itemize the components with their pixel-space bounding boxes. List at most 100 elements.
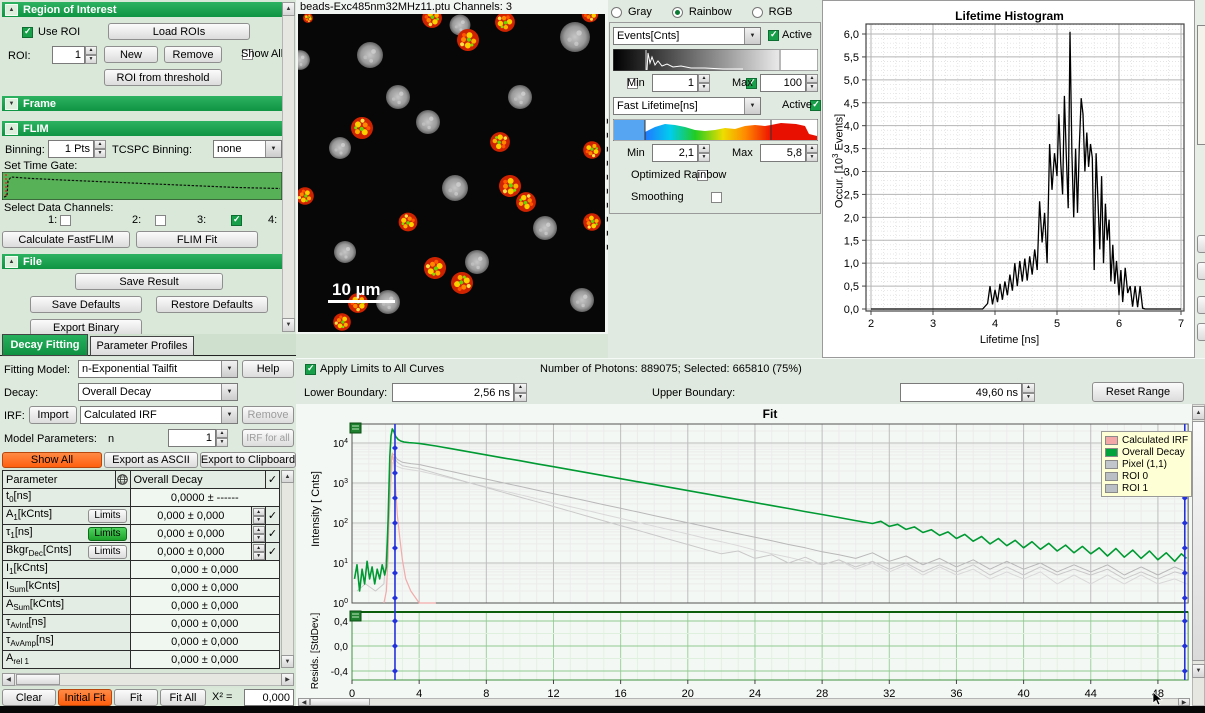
n-spinner[interactable]: ▲▼: [216, 429, 228, 447]
legend-item[interactable]: Overall Decay: [1105, 446, 1188, 458]
export-clipboard-button[interactable]: Export to Clipboard: [200, 452, 296, 468]
limits-button[interactable]: Limits: [88, 527, 126, 541]
file-section-header[interactable]: ▲ File: [2, 254, 282, 269]
fitting-model-dropdown[interactable]: n-Exponential Tailfit▼: [78, 360, 238, 378]
legend-item[interactable]: Calculated IRF: [1105, 434, 1188, 446]
limits-button[interactable]: Limits: [88, 509, 126, 523]
roi-remove-button[interactable]: Remove: [164, 46, 222, 63]
scroll-up-icon[interactable]: ▲: [282, 2, 295, 16]
fit-param-check-icon[interactable]: ✓: [266, 525, 280, 543]
intensity-channel-dropdown[interactable]: Events[Cnts]▼: [613, 27, 761, 45]
left-panel-scrollbar[interactable]: [282, 2, 295, 332]
scroll-left-icon[interactable]: ◀: [298, 698, 310, 706]
irf-for-all-button[interactable]: IRF for all: [242, 429, 294, 447]
reset-range-button[interactable]: Reset Range: [1092, 382, 1184, 402]
use-roi-checkbox[interactable]: [22, 27, 33, 38]
lifetime-max-input[interactable]: 5,8: [760, 144, 806, 162]
lifetime-histogram-chart[interactable]: 0,00,51,01,52,02,53,03,54,04,55,05,56,02…: [823, 1, 1194, 357]
intensity-min-spinner[interactable]: ▲▼: [698, 74, 710, 92]
lower-boundary-input[interactable]: 2,56 ns: [392, 383, 514, 402]
lifetime-histogram-strip[interactable]: [613, 119, 818, 141]
parameter-value[interactable]: 0,000 ± 0,000: [131, 507, 253, 525]
channel-checkbox[interactable]: [231, 215, 242, 226]
fit-button[interactable]: Fit: [114, 689, 158, 706]
parameter-spinner[interactable]: ▲▼: [252, 543, 266, 561]
help-button[interactable]: Help: [242, 360, 294, 378]
fit-hscrollbar[interactable]: [298, 698, 1190, 706]
parameter-value[interactable]: 0,000 ± 0,000: [131, 525, 253, 543]
fit-chart[interactable]: 1001011021031040,40,0-0,4048121620242832…: [316, 418, 1192, 706]
channel-checkbox[interactable]: [60, 215, 71, 226]
channel-checkbox[interactable]: [155, 215, 166, 226]
lower-boundary-spinner[interactable]: ▲▼: [514, 383, 527, 402]
decay-dropdown[interactable]: Overall Decay▼: [78, 383, 238, 401]
frame-section-header[interactable]: ▼ Frame: [2, 96, 282, 111]
scroll-right-icon[interactable]: ▶: [1178, 698, 1190, 706]
smoothing-checkbox[interactable]: [711, 192, 722, 203]
roi-spinner[interactable]: ▲▼: [85, 46, 97, 64]
legend-item[interactable]: ROI 0: [1105, 470, 1188, 482]
intensity-max-input[interactable]: 100: [760, 74, 806, 92]
save-defaults-button[interactable]: Save Defaults: [30, 296, 142, 313]
limits-button[interactable]: Limits: [88, 545, 126, 559]
collapse-up-icon[interactable]: ▲: [5, 4, 18, 16]
table-hscroll-thumb[interactable]: [16, 674, 60, 685]
collapse-up-icon[interactable]: ▲: [5, 256, 18, 268]
fit-all-button[interactable]: Fit All: [160, 689, 206, 706]
tab-decay-fitting[interactable]: Decay Fitting: [2, 334, 88, 356]
parameter-spinner[interactable]: ▲▼: [252, 525, 266, 543]
scroll-down-icon[interactable]: ▼: [1192, 664, 1205, 678]
roi-number-input[interactable]: 1: [52, 46, 85, 64]
legend-item[interactable]: ROI 1: [1105, 482, 1188, 494]
legend-item[interactable]: Pixel (1,1): [1105, 458, 1188, 470]
fit-param-check-icon[interactable]: ✓: [266, 543, 280, 561]
fit-param-check-icon[interactable]: ✓: [266, 507, 280, 525]
lifetime-min-input[interactable]: 2,1: [652, 144, 698, 162]
scroll-down-icon[interactable]: ▼: [282, 318, 295, 332]
binning-input[interactable]: 1 Pts: [48, 140, 94, 158]
parameter-spinner[interactable]: ▲▼: [252, 507, 266, 525]
fit-vscroll-thumb[interactable]: [1192, 421, 1205, 661]
save-result-button[interactable]: Save Result: [75, 273, 223, 290]
restore-defaults-button[interactable]: Restore Defaults: [156, 296, 268, 313]
irf-import-button[interactable]: Import: [29, 406, 77, 424]
flim-section-header[interactable]: ▲ FLIM: [2, 121, 282, 136]
export-binary-button[interactable]: Export Binary: [30, 319, 142, 334]
roi-from-threshold-button[interactable]: ROI from threshold: [104, 69, 222, 86]
initial-fit-button[interactable]: Initial Fit: [58, 689, 112, 706]
lifetime-max-spinner[interactable]: ▲▼: [806, 144, 818, 162]
intensity-active-checkbox[interactable]: [768, 30, 779, 41]
table-header-curve[interactable]: Overall Decay: [131, 471, 267, 489]
calculate-fastflim-button[interactable]: Calculate FastFLIM: [2, 231, 130, 248]
flim-image-canvas[interactable]: 10 µm: [298, 14, 605, 332]
upper-boundary-spinner[interactable]: ▲▼: [1022, 383, 1035, 402]
n-input[interactable]: 1: [168, 429, 216, 447]
roi-new-button[interactable]: New: [104, 46, 158, 63]
clear-button[interactable]: Clear: [2, 689, 56, 706]
flim-fit-button[interactable]: FLIM Fit: [136, 231, 258, 248]
scroll-left-icon[interactable]: ◀: [2, 673, 15, 686]
header-check-icon[interactable]: ✓: [266, 471, 280, 489]
collapse-down-icon[interactable]: ▼: [5, 98, 18, 110]
upper-boundary-input[interactable]: 49,60 ns: [900, 383, 1022, 402]
color-mode-radio[interactable]: [672, 7, 683, 18]
scroll-up-icon[interactable]: ▲: [281, 470, 294, 483]
scroll-up-icon[interactable]: ▲: [1192, 406, 1205, 420]
intensity-histogram-strip[interactable]: [613, 49, 818, 71]
intensity-max-spinner[interactable]: ▲▼: [806, 74, 818, 92]
scroll-down-icon[interactable]: ▼: [281, 655, 294, 668]
intensity-min-input[interactable]: 1: [652, 74, 698, 92]
roi-section-header[interactable]: ▲ Region of Interest: [2, 2, 282, 17]
lifetime-min-spinner[interactable]: ▲▼: [698, 144, 710, 162]
binning-spinner[interactable]: ▲▼: [94, 140, 106, 158]
table-vscrollbar[interactable]: [281, 470, 294, 668]
color-mode-radio[interactable]: [611, 7, 622, 18]
color-mode-radio[interactable]: [752, 7, 763, 18]
tcspc-binning-dropdown[interactable]: none▼: [213, 140, 282, 158]
load-rois-button[interactable]: Load ROIs: [108, 23, 250, 40]
lifetime-channel-dropdown[interactable]: Fast Lifetime[ns]▼: [613, 97, 761, 115]
scroll-right-icon[interactable]: ▶: [281, 673, 294, 686]
apply-limits-checkbox[interactable]: [305, 364, 316, 375]
collapse-up-icon[interactable]: ▲: [5, 123, 18, 135]
fit-hscroll-thumb[interactable]: [310, 698, 370, 706]
